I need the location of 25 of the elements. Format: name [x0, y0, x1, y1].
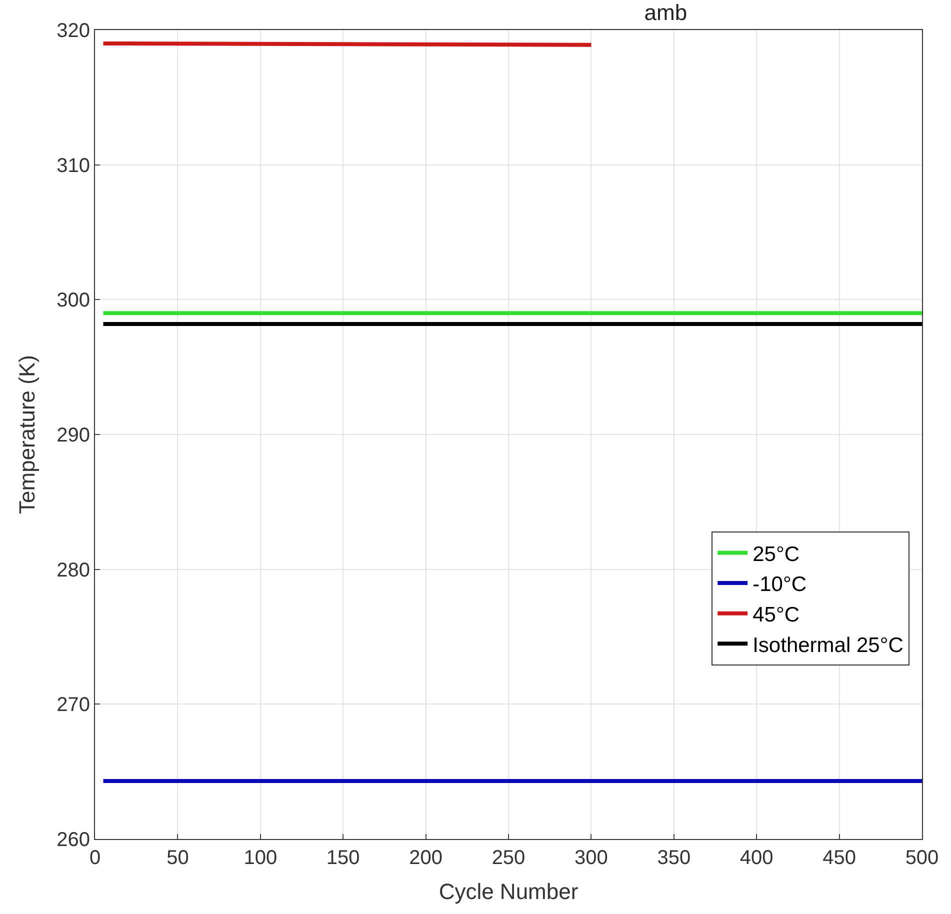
y-axis-title: Temperature (K) [14, 355, 40, 514]
x-tick-label: 200 [409, 847, 442, 869]
legend-label: 45°C [752, 604, 800, 627]
legend-label: 25°C [752, 542, 800, 566]
x-tick-label: 150 [326, 847, 360, 869]
y-tick-label: 320 [56, 20, 90, 42]
x-tick-label: 500 [905, 847, 939, 869]
y-tick-label: 290 [56, 424, 90, 446]
x-tick-label: 400 [740, 847, 774, 869]
x-tick-label: 50 [166, 847, 189, 869]
y-tick-label: 300 [56, 290, 90, 312]
x-tick-label: 350 [657, 847, 691, 869]
y-tick-label: 270 [56, 694, 90, 716]
y-tick-label: 280 [56, 559, 90, 582]
y-tick-label: 310 [56, 154, 90, 177]
y-tick-label: 260 [56, 829, 90, 851]
x-tick-label: 450 [822, 847, 856, 869]
x-tick-label: 100 [244, 847, 278, 869]
x-tick-label: 300 [574, 847, 608, 869]
legend-label: Isothermal 25°C [752, 634, 904, 657]
x-tick-label: 250 [492, 847, 526, 869]
chart-title: amb [644, 0, 688, 25]
x-tick-label: 0 [89, 847, 101, 869]
x-axis-title: Cycle Number [438, 878, 578, 904]
legend-label: -10°C [752, 573, 807, 596]
